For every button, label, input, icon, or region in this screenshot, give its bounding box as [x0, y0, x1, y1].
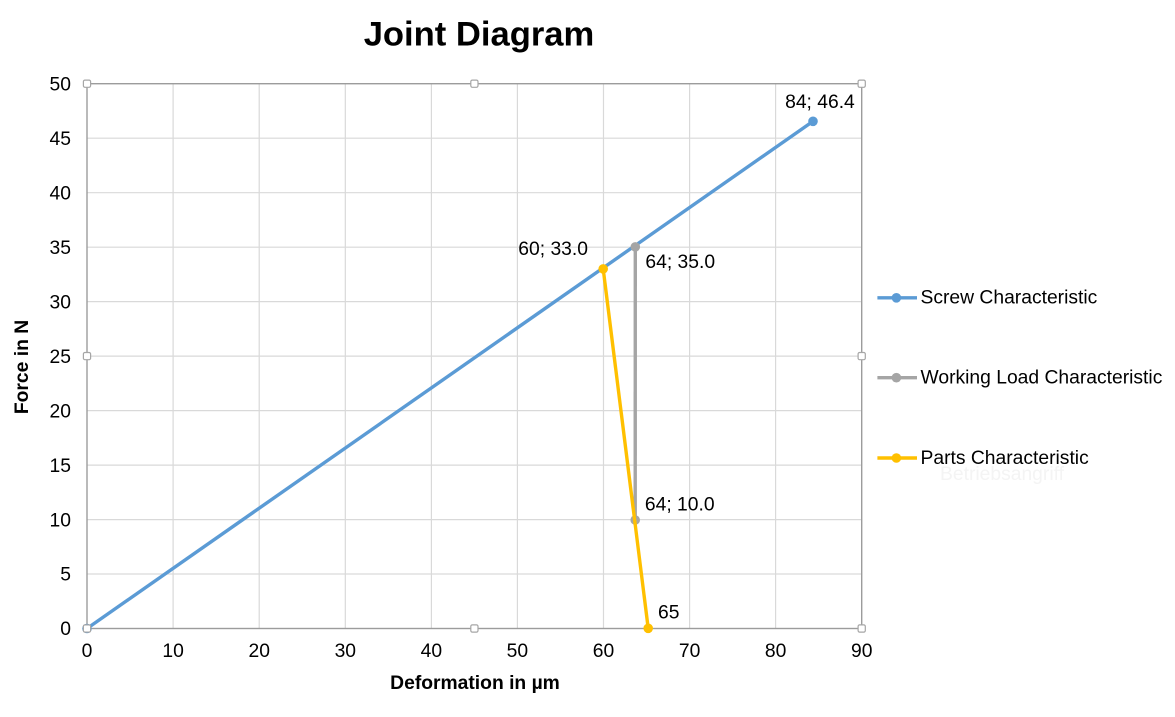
svg-text:90: 90: [851, 641, 872, 662]
svg-text:Joint Diagram: Joint Diagram: [364, 16, 595, 54]
svg-text:70: 70: [679, 641, 700, 662]
svg-text:0: 0: [82, 641, 93, 662]
svg-text:40: 40: [421, 641, 442, 662]
svg-text:20: 20: [50, 401, 71, 422]
svg-text:Betriebsangriff: Betriebsangriff: [940, 464, 1065, 485]
svg-text:50: 50: [50, 74, 71, 95]
svg-text:50: 50: [507, 641, 528, 662]
svg-text:60; 33.0: 60; 33.0: [518, 239, 588, 260]
svg-text:40: 40: [50, 183, 71, 204]
svg-text:45: 45: [50, 129, 71, 150]
svg-text:64; 10.0: 64; 10.0: [645, 495, 715, 516]
svg-text:20: 20: [248, 641, 269, 662]
svg-text:25: 25: [50, 347, 71, 368]
svg-text:5: 5: [60, 565, 71, 586]
svg-text:0: 0: [60, 619, 71, 640]
svg-text:Deformation in µm: Deformation in µm: [390, 673, 560, 694]
svg-text:15: 15: [50, 456, 71, 477]
svg-text:30: 30: [335, 641, 356, 662]
svg-text:30: 30: [50, 292, 71, 313]
svg-text:10: 10: [50, 510, 71, 531]
svg-text:64; 35.0: 64; 35.0: [645, 252, 715, 273]
svg-text:35: 35: [50, 238, 71, 259]
svg-text:Working Load Characteristic: Working Load Characteristic: [921, 368, 1163, 389]
svg-text:65: 65: [658, 603, 679, 624]
svg-text:10: 10: [162, 641, 183, 662]
svg-text:60: 60: [593, 641, 614, 662]
svg-text:80: 80: [765, 641, 786, 662]
svg-text:84; 46.4: 84; 46.4: [785, 92, 855, 113]
svg-text:Parts Characteristic: Parts Characteristic: [921, 448, 1090, 469]
svg-text:Force in N: Force in N: [12, 320, 33, 414]
svg-text:Screw Characteristic: Screw Characteristic: [921, 288, 1098, 309]
